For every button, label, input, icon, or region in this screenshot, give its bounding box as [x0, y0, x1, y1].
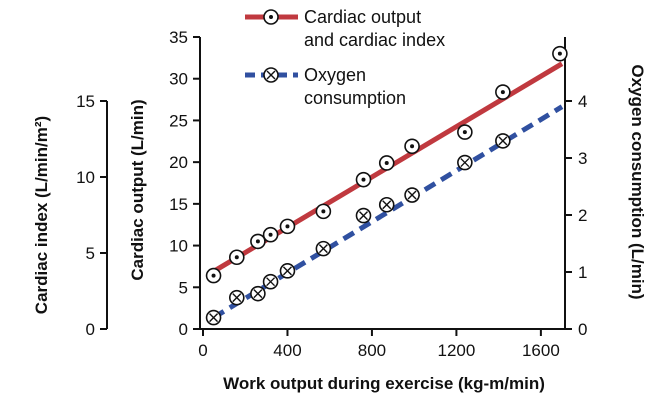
data-point-x — [266, 277, 276, 287]
data-point — [262, 226, 279, 243]
left-inner-tick-label: 20 — [169, 153, 188, 172]
series-cardiac-output — [205, 45, 568, 284]
right-tick-label: 0 — [578, 320, 587, 339]
legend-label-cardiac-line1: Cardiac output — [304, 7, 421, 27]
data-point-dot — [384, 160, 389, 165]
right-axis-title: Oxygen consumption (L/min) — [628, 64, 647, 299]
data-point — [378, 155, 395, 171]
right-tick-label: 4 — [578, 92, 587, 111]
left-inner-tick-label: 10 — [169, 237, 188, 256]
data-point — [315, 203, 332, 220]
data-point-x — [460, 158, 470, 168]
data-point-x — [407, 190, 417, 200]
data-point-x — [498, 136, 508, 146]
legend-item-cardiac-output: Cardiac output and cardiac index — [245, 7, 445, 50]
data-point-dot — [361, 177, 366, 182]
legend: Cardiac output and cardiac index Oxygen … — [245, 7, 445, 108]
x-tick-label: 1600 — [522, 341, 560, 360]
legend-label-cardiac-line2: and cardiac index — [304, 30, 445, 50]
legend-label-oxygen-line2: consumption — [304, 88, 406, 108]
x-tick-label: 400 — [273, 341, 301, 360]
data-point — [457, 124, 473, 140]
data-point-dot — [500, 90, 505, 95]
data-point — [228, 289, 245, 306]
data-point-x — [253, 289, 263, 299]
data-point-x — [318, 244, 328, 254]
right-tick-label: 3 — [578, 149, 587, 168]
left-inner-tick-label: 15 — [169, 195, 188, 214]
data-point — [404, 138, 420, 155]
data-point-dot — [321, 209, 326, 214]
left-inner-tick-label: 5 — [179, 278, 188, 297]
data-point — [315, 240, 332, 257]
left-inner-tick-label: 30 — [169, 70, 188, 89]
left-outer-axis-title: Cardiac index (L/min/m²) — [32, 116, 51, 314]
data-point — [378, 196, 395, 213]
legend-item-oxygen: Oxygen consumption — [245, 65, 406, 108]
data-point — [355, 207, 372, 224]
right-tick-label: 2 — [578, 206, 587, 225]
legend-label-oxygen-line1: Oxygen — [304, 65, 366, 85]
data-point-x — [382, 200, 392, 210]
left-inner-tick-label: 25 — [169, 111, 188, 130]
data-point — [495, 133, 511, 149]
x-tick-label: 0 — [198, 341, 207, 360]
data-point — [355, 171, 372, 188]
data-point-x — [209, 313, 219, 323]
data-point-x — [232, 293, 242, 303]
x-tick-label: 800 — [358, 341, 386, 360]
legend-marker-dot — [269, 15, 273, 19]
data-point — [228, 249, 245, 266]
left-inner-tick-label: 0 — [179, 320, 188, 339]
data-point — [205, 309, 222, 326]
left-inner-axis-title: Cardiac output (L/min) — [128, 99, 147, 280]
left-outer-tick-label: 0 — [86, 320, 95, 339]
series-oxygen-consumption — [205, 104, 564, 326]
legend-marker-x2 — [266, 70, 276, 80]
data-point-dot — [268, 232, 273, 237]
data-point-dot — [234, 255, 239, 260]
left-outer-tick-label: 15 — [76, 92, 95, 111]
data-point — [457, 154, 473, 171]
data-point-dot — [285, 224, 290, 229]
x-tick-label: 1200 — [437, 341, 475, 360]
series-layer — [205, 45, 568, 326]
data-point-dot — [255, 239, 260, 244]
data-point-dot — [211, 273, 216, 278]
data-point — [495, 84, 511, 100]
axes: 0 400 800 1200 1600 0 5 10 15 20 25 30 35 0 5 10 15 0 1 2 3 4 — [76, 28, 587, 360]
right-tick-label: 1 — [578, 263, 587, 282]
data-point-x — [282, 266, 292, 276]
data-point-dot — [462, 130, 467, 135]
data-point — [552, 45, 568, 62]
data-point-dot — [410, 144, 415, 149]
data-point-x — [358, 211, 368, 221]
data-point — [279, 263, 296, 279]
data-point — [250, 233, 266, 250]
x-axis-title: Work output during exercise (kg-m/min) — [223, 374, 545, 393]
left-inner-tick-label: 35 — [169, 28, 188, 47]
left-outer-tick-label: 10 — [76, 168, 95, 187]
data-point — [262, 273, 279, 290]
data-point — [205, 267, 222, 284]
data-point — [250, 285, 266, 302]
data-point — [279, 218, 296, 235]
data-point-dot — [557, 51, 562, 56]
left-outer-tick-label: 5 — [86, 244, 95, 263]
data-point — [404, 187, 420, 203]
